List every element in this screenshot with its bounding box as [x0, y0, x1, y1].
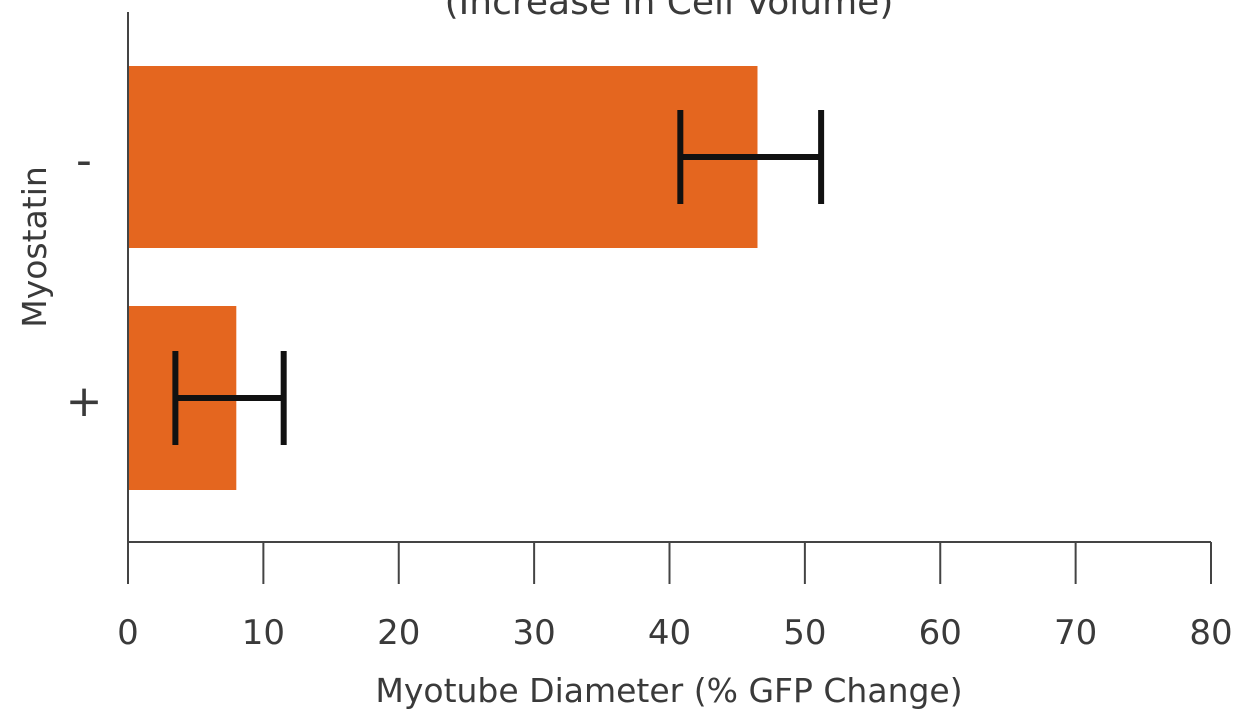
labels-layer: Myotube Diameter (% GFP Change) Myostati…: [15, 166, 963, 710]
x-tick-label-20: 20: [377, 613, 420, 653]
y-axis-title: Myostatin: [15, 166, 54, 328]
bar-myostatin-minus: [128, 66, 758, 248]
x-tick-label-40: 40: [648, 613, 691, 653]
x-tick-label-60: 60: [919, 613, 962, 653]
y-tick-label-minus: -: [76, 135, 92, 186]
bars-layer: [128, 66, 758, 490]
error-bars-layer: [172, 110, 825, 445]
x-tick-label-10: 10: [242, 613, 285, 653]
x-tick-label-80: 80: [1189, 613, 1232, 653]
x-tick-label-0: 0: [117, 613, 139, 653]
chart-title: (Increase in Cell Volume): [445, 0, 894, 23]
x-tick-label-70: 70: [1054, 613, 1097, 653]
x-axis-title: Myotube Diameter (% GFP Change): [375, 671, 962, 710]
title-layer: (Increase in Cell Volume): [445, 0, 894, 23]
y-tick-label-plus: +: [66, 376, 103, 427]
x-tick-label-30: 30: [512, 613, 555, 653]
axes-layer: - +0 10 20 30 40 50 60 70 80: [66, 12, 1233, 653]
x-tick-label-50: 50: [783, 613, 826, 653]
